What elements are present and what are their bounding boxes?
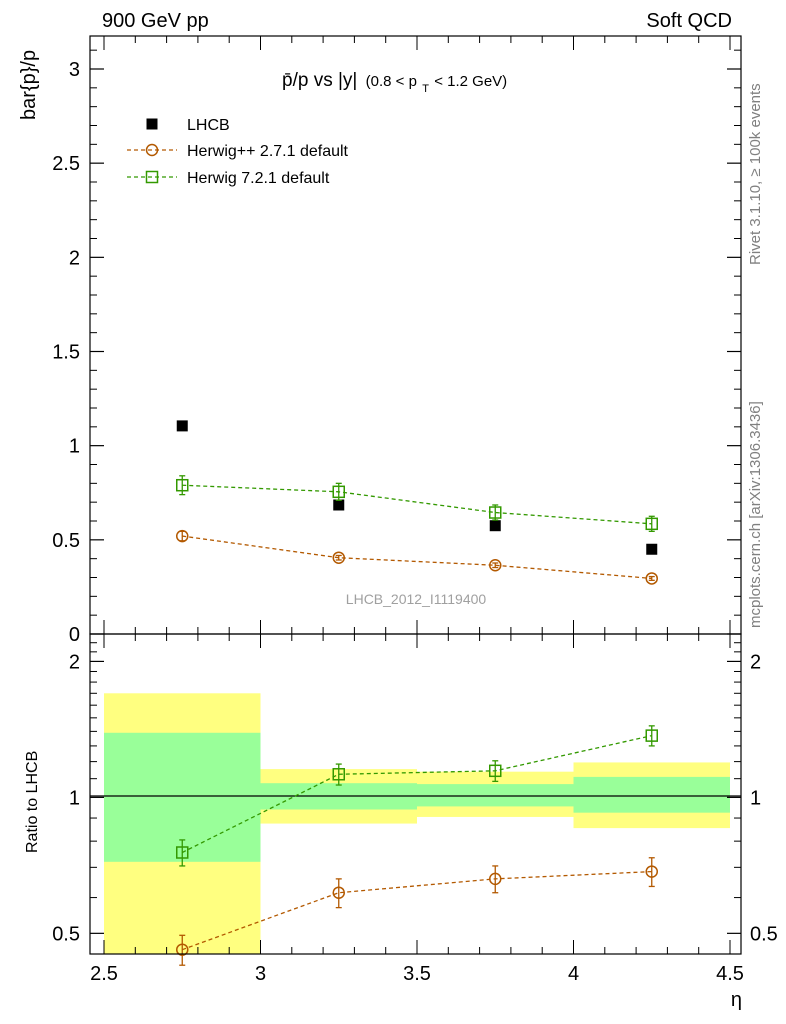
main-title-sub: (0.8 < p: [366, 73, 417, 90]
ratio-point: [489, 764, 502, 778]
ratio-y-tick-label: 0.5: [52, 923, 80, 945]
main-panel: LHCB_2012_I1119400 bar{p}/p p̄/p vs |y| …: [18, 35, 742, 646]
main-y-tick-label: 3: [69, 59, 80, 81]
legend-label: Herwig 7.2.1 default: [187, 170, 330, 187]
ratio-y-tick-label: 1: [69, 787, 80, 809]
main-title-sub-end: < 1.2 GeV): [434, 73, 507, 90]
main-title: p̄/p vs |y| (0.8 < p T < 1.2 GeV): [282, 70, 507, 97]
header-right: Soft QCD: [646, 10, 732, 32]
legend-marker: [145, 170, 159, 184]
main-y-tick-label: 0.5: [52, 530, 80, 552]
x-axis-label: η: [731, 989, 742, 1011]
ratio-point: [332, 886, 345, 899]
main-point: [489, 559, 502, 572]
main-point: [489, 520, 501, 532]
ratio-series-line: [182, 870, 652, 951]
main-point: [489, 506, 502, 519]
legend: LHCB Herwig++ 2.7.1 default Herwig 7.2.1 d…: [127, 117, 349, 187]
ratio-point: [645, 865, 658, 878]
legend-label: Herwig++ 2.7.1 default: [187, 143, 349, 160]
main-y-tick-label: 2.5: [52, 153, 80, 175]
legend-marker: [145, 143, 159, 157]
ratio-band-green: [573, 776, 730, 813]
ratio-data: [176, 725, 658, 966]
ratio-frame: [89, 633, 742, 955]
main-ticks: 0 0.5 1 1.5 2 2.5 3: [52, 36, 741, 646]
main-point: [645, 517, 658, 531]
ratio-y-tick-label-right: 0.5: [750, 923, 778, 945]
main-series-line: [182, 535, 652, 580]
ratio-series-line: [181, 734, 652, 854]
x-tick-label: 4: [568, 963, 579, 985]
header-left: 900 GeV pp: [102, 10, 209, 32]
main-y-tick-label: 0: [69, 624, 80, 646]
main-point: [332, 551, 345, 564]
x-tick-label: 3: [255, 963, 266, 985]
main-data: [176, 420, 658, 585]
main-title-sub-index: T: [422, 83, 429, 95]
main-y-tick-label: 2: [69, 247, 80, 269]
main-watermark: LHCB_2012_I1119400: [346, 591, 487, 607]
main-point: [332, 485, 345, 499]
main-ylabel: bar{p}/p: [18, 50, 40, 120]
ratio-point: [645, 729, 658, 742]
main-title-main: p̄/p vs |y|: [282, 70, 357, 91]
ratio-ticks: 0.5 0.5 1 1 2 2 2.5 3 3.5 4 4.5: [52, 634, 778, 985]
ratio-y-tick-label: 2: [69, 651, 80, 673]
legend-label: LHCB: [187, 117, 230, 134]
main-y-tick-label: 1: [69, 436, 80, 458]
x-tick-label: 2.5: [90, 963, 118, 985]
main-point: [176, 529, 189, 543]
ratio-point: [176, 846, 189, 859]
ratio-panel: 0.5 0.5 1 1 2 2 2.5 3 3.5 4 4.5 Ratio to LHCB η: [24, 633, 778, 1011]
main-point: [176, 478, 189, 492]
ratio-point: [332, 768, 345, 781]
legend-marker: [146, 118, 158, 130]
main-point: [646, 543, 658, 555]
ratio-ylabel: Ratio to LHCB: [24, 751, 41, 853]
main-point: [176, 420, 188, 432]
main-series-line: [182, 484, 652, 525]
main-point: [333, 499, 345, 511]
ratio-point: [176, 943, 189, 956]
ratio-y-tick-label-right: 2: [750, 651, 761, 673]
x-tick-label: 4.5: [716, 963, 744, 985]
main-point: [645, 572, 658, 585]
main-y-tick-label: 1.5: [52, 342, 80, 364]
ratio-bands: [104, 693, 730, 954]
ratio-band-green: [417, 784, 574, 807]
ratio-point: [489, 872, 502, 886]
x-tick-label: 3.5: [403, 963, 431, 985]
ratio-y-tick-label-right: 1: [750, 787, 761, 809]
side-rivet: Rivet 3.1.10, ≥ 100k events: [747, 83, 764, 265]
side-mcplots: mcplots.cern.ch [arXiv:1306.3436]: [747, 401, 764, 628]
